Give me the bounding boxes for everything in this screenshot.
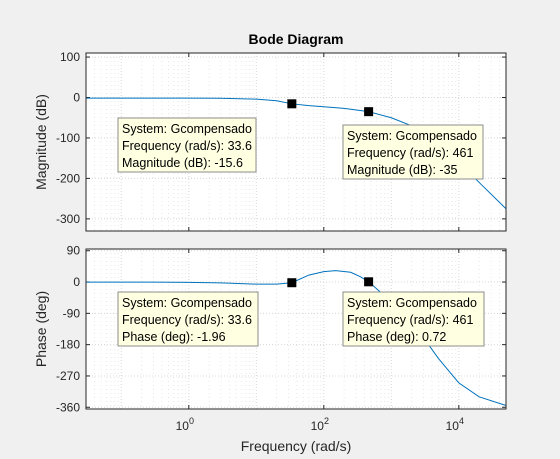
phase-ytick-label: -90 <box>63 306 81 320</box>
x-axis-label: Frequency (rad/s) <box>241 438 351 454</box>
magnitude-y-axis-label: Magnitude (dB) <box>33 94 49 190</box>
phase-ytick-label: -270 <box>56 369 80 383</box>
phase-curve <box>85 270 507 406</box>
phase-datatip: System: Gcompensado Frequency (rad/s): 33… <box>117 278 297 347</box>
magnitude-datatip: System: Gcompensado Frequency (rad/s): 46… <box>342 107 484 180</box>
magnitude-ytick-label: 100 <box>60 50 80 64</box>
phase-datatip: System: Gcompensado Frequency (rad/s): 46… <box>342 277 485 347</box>
x-tick-labels: 100 102 104 <box>176 416 464 433</box>
datatip-line: Magnitude (dB): -15.6 <box>122 156 243 170</box>
datatip-line: Phase (deg): 0.72 <box>347 330 446 344</box>
datatip-line: System: Gcompensado <box>122 122 252 136</box>
datatip-line: Phase (deg): -1.96 <box>122 330 226 344</box>
datatip-marker <box>287 278 297 288</box>
phase-ytick-label: 0 <box>73 275 80 289</box>
magnitude-ytick-label: -200 <box>56 171 80 185</box>
x-tick-label: 104 <box>446 416 464 433</box>
datatip-line: Frequency (rad/s): 461 <box>347 146 473 160</box>
datatip-line: System: Gcompensado <box>347 296 477 310</box>
phase-ytick-label: 90 <box>67 244 81 258</box>
datatip-line: Frequency (rad/s): 33.6 <box>122 139 252 153</box>
magnitude-ytick-label: -300 <box>56 212 80 226</box>
datatip-box <box>342 124 484 180</box>
x-tick-label: 102 <box>311 416 329 433</box>
magnitude-axes: 100 0 -100 -200 -300 Magnitude (dB) System: Gc… <box>33 50 507 232</box>
datatip-line: Frequency (rad/s): 461 <box>347 313 473 327</box>
magnitude-datatip: System: Gcompensado Frequency (rad/s): 33… <box>117 99 297 173</box>
datatip-marker <box>364 107 374 117</box>
chart-title: Bode Diagram <box>249 31 344 47</box>
magnitude-ytick-label: -100 <box>56 131 80 145</box>
datatip-line: Frequency (rad/s): 33.6 <box>122 313 252 327</box>
datatip-marker <box>287 99 297 109</box>
phase-y-axis-label: Phase (deg) <box>33 291 49 367</box>
datatip-line: System: Gcompensado <box>122 296 252 310</box>
phase-axes: 90 0 -90 -180 -270 -360 Phase (deg) System: Gco… <box>33 244 507 414</box>
magnitude-ytick-label: 0 <box>73 91 80 105</box>
datatip-box <box>117 291 259 347</box>
datatip-box <box>342 291 485 347</box>
datatip-box <box>117 117 257 173</box>
datatip-line: System: Gcompensado <box>347 129 477 143</box>
phase-axes-box <box>85 248 507 410</box>
x-tick-label: 100 <box>176 416 194 433</box>
datatip-marker <box>364 277 374 287</box>
magnitude-axes-box <box>85 52 507 232</box>
phase-ytick-label: -360 <box>56 400 80 414</box>
phase-ytick-label: -180 <box>56 338 80 352</box>
datatip-line: Magnitude (dB): -35 <box>347 163 458 177</box>
